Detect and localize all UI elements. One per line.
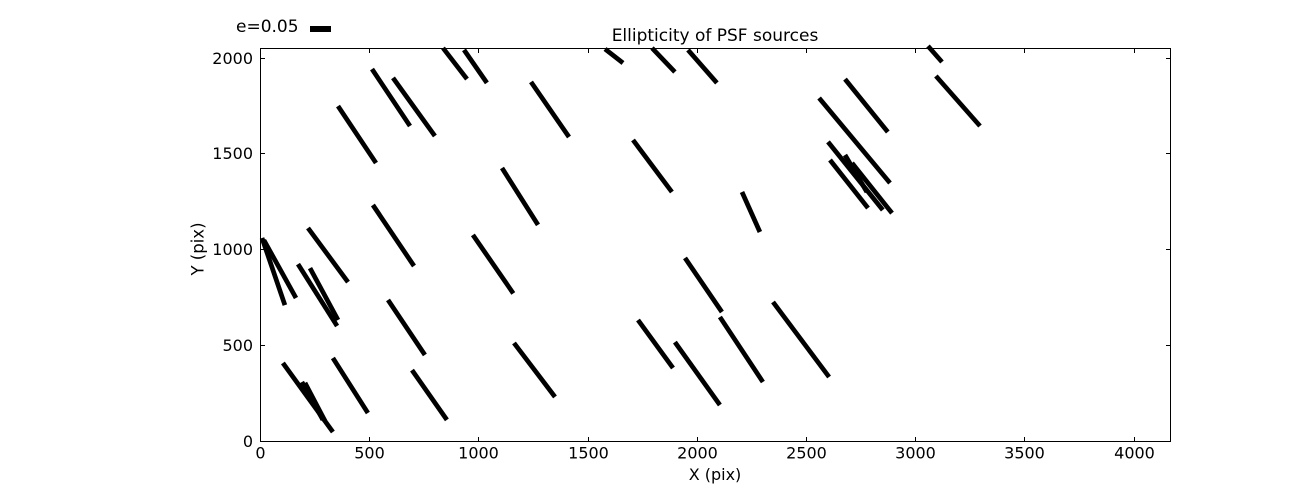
psf-whisker xyxy=(650,46,677,74)
psf-whisker xyxy=(330,356,370,415)
x-tick-label: 2000 xyxy=(677,444,718,463)
axes-spines xyxy=(260,48,1171,442)
psf-whisker xyxy=(717,315,765,384)
psf-whisker xyxy=(934,74,982,128)
psf-whisker xyxy=(391,76,437,138)
psf-whisker xyxy=(336,104,378,165)
y-tick-label: 1000 xyxy=(212,240,253,259)
psf-whisker xyxy=(512,341,557,399)
psf-whisker xyxy=(306,226,350,284)
x-tick-label: 0 xyxy=(255,444,265,463)
psf-whisker xyxy=(842,153,869,194)
y-tick-label: 0 xyxy=(243,432,253,451)
plot-title: Ellipticity of PSF sources xyxy=(611,26,819,46)
x-axis-label: X (pix) xyxy=(688,465,742,484)
psf-whisker xyxy=(739,191,763,233)
psf-whisker xyxy=(683,256,724,314)
y-axis-label: Y (pix) xyxy=(188,222,208,276)
psf-whisker xyxy=(500,166,540,227)
x-tick-label: 3000 xyxy=(895,444,936,463)
psf-whisker xyxy=(631,138,674,194)
legend-whisker-swatch-icon xyxy=(309,26,331,32)
legend-label: e=0.05 xyxy=(236,17,299,37)
psf-whisker xyxy=(296,262,340,328)
psf-whisker xyxy=(386,298,427,357)
psf-whisker xyxy=(302,381,328,423)
x-tick-label: 500 xyxy=(354,444,385,463)
legend: e=0.05 xyxy=(236,18,331,37)
y-tick-label: 2000 xyxy=(212,49,253,68)
psf-whisker xyxy=(261,238,299,300)
psf-whisker xyxy=(529,80,571,139)
psf-whisker xyxy=(771,300,831,379)
psf-whisker xyxy=(259,237,288,306)
x-tick-label: 3500 xyxy=(1004,444,1045,463)
psf-whisker xyxy=(307,266,341,322)
x-tick-label: 1000 xyxy=(458,444,499,463)
psf-whisker xyxy=(370,203,416,268)
y-tick-label: 500 xyxy=(222,336,253,355)
psf-whisker xyxy=(817,96,892,185)
x-tick-label: 4000 xyxy=(1114,444,1155,463)
psf-whisker xyxy=(686,48,719,85)
psf-whisker xyxy=(441,46,469,81)
x-tick-label: 1500 xyxy=(568,444,609,463)
psf-whisker xyxy=(828,158,870,210)
psf-whisker xyxy=(672,340,722,407)
psf-whisker xyxy=(603,47,625,65)
psf-whisker xyxy=(410,368,449,422)
psf-whisker xyxy=(636,318,675,370)
psf-whisker xyxy=(462,48,489,85)
psf-whisker xyxy=(370,67,412,128)
x-tick-label: 2500 xyxy=(786,444,827,463)
psf-whisker xyxy=(850,161,894,215)
psf-whisker xyxy=(843,77,890,134)
y-tick-label: 1500 xyxy=(212,144,253,163)
psf-whisker xyxy=(470,233,516,295)
